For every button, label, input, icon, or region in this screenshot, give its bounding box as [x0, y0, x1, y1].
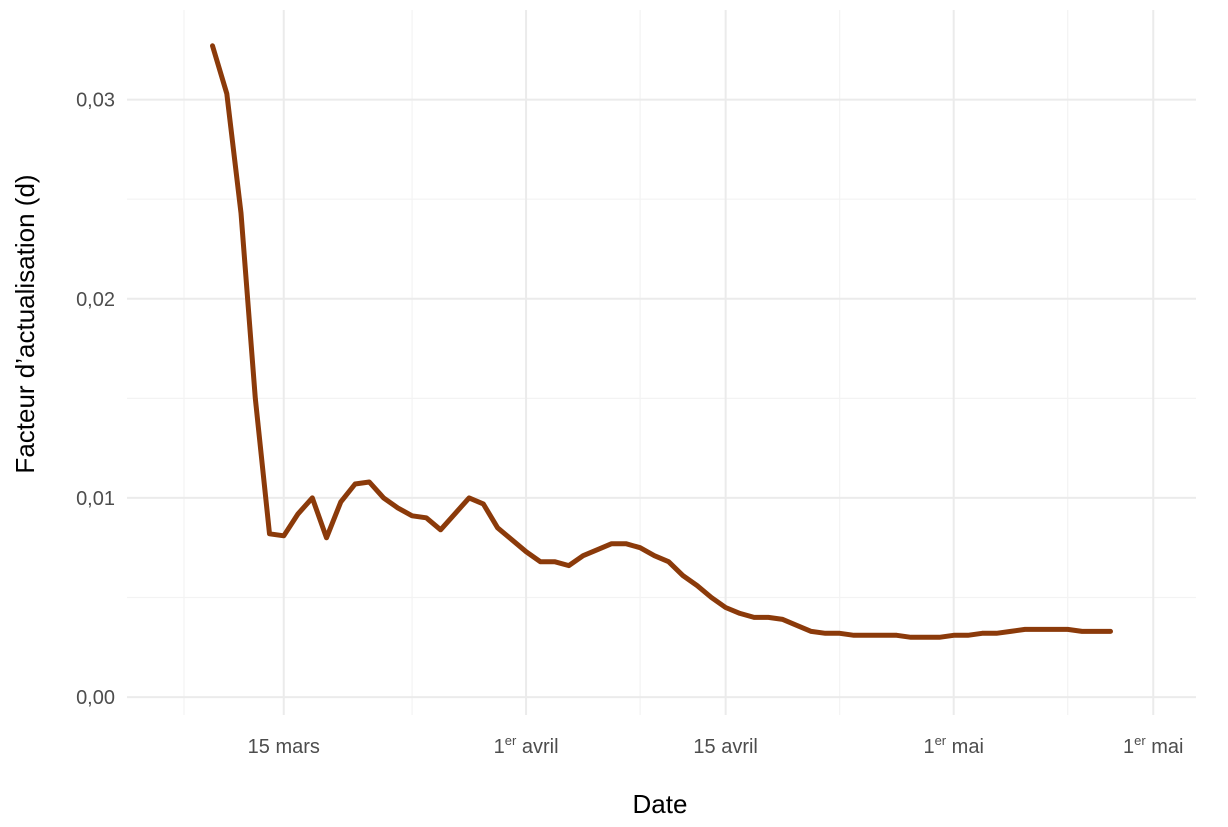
x-tick-label-3: 1er mai [923, 733, 983, 758]
x-axis-title: Date [633, 789, 688, 819]
y-axis-tick-labels: 0,00 0,01 0,02 0,03 [76, 90, 115, 709]
y-tick-label-1: 0,01 [76, 488, 115, 510]
x-axis-tick-labels: 15 mars 1er avril 15 avril 1er mai 1er mai [248, 733, 1184, 758]
series-layer [210, 43, 1113, 640]
grid [127, 10, 1196, 715]
y-axis-title: Facteur d’actualisation (d) [10, 174, 40, 473]
x-tick-label-4: 1er mai [1123, 733, 1183, 758]
y-tick-label-0: 0,00 [76, 687, 115, 709]
series-line-0 [210, 43, 1113, 640]
x-tick-label-1: 1er avril [494, 733, 559, 758]
x-tick-label-0: 15 mars [248, 736, 320, 758]
y-tick-label-3: 0,03 [76, 90, 115, 112]
y-tick-label-2: 0,02 [76, 289, 115, 311]
x-tick-label-2: 15 avril [693, 736, 757, 758]
